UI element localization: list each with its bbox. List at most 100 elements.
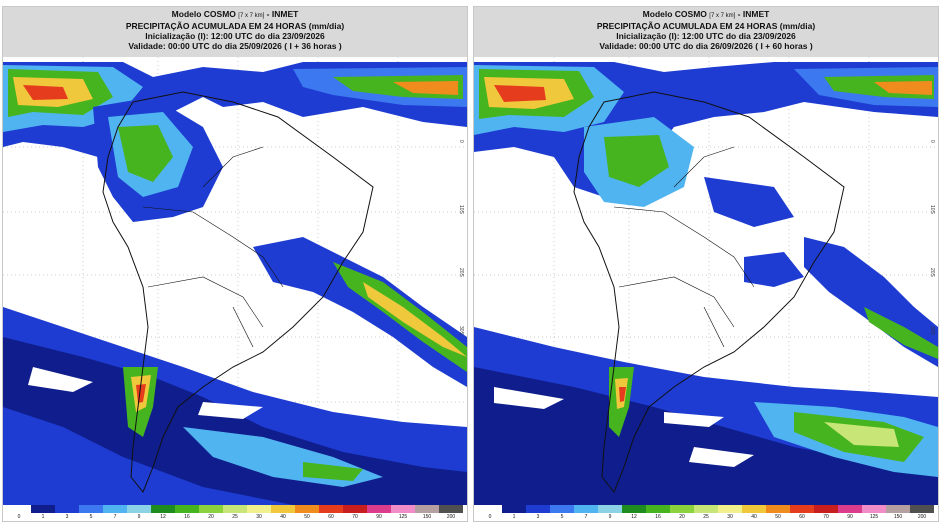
colorbar-swatch <box>31 505 55 513</box>
colorbar-swatch <box>502 505 526 513</box>
colorbar-label: 20 <box>679 514 685 520</box>
colorbar-label: 9 <box>608 514 612 520</box>
colorbar-swatch <box>7 505 31 513</box>
lat-label: 0 <box>458 140 464 143</box>
colorbar-label: 3 <box>65 514 69 520</box>
colorbar-swatch <box>766 505 790 513</box>
colorbar-label: 0 <box>488 514 492 520</box>
colorbar-swatch <box>814 505 838 513</box>
colorbar-label: 12 <box>631 514 637 520</box>
colorbar-swatch <box>550 505 574 513</box>
colorbar-swatch <box>415 505 439 513</box>
colorbar-swatch <box>838 505 862 513</box>
colorbar-label: 5 <box>89 514 93 520</box>
colorbar-swatch <box>175 505 199 513</box>
colorbar-label: 90 <box>376 514 382 520</box>
colorbar-label: 0 <box>17 514 21 520</box>
model-name: Modelo COSMO <box>171 9 236 19</box>
colorbar-label: 5 <box>560 514 564 520</box>
colorbar-swatch <box>670 505 694 513</box>
colorbar-swatch <box>646 505 670 513</box>
colorbar-label: 70 <box>352 514 358 520</box>
lat-label: 10S <box>458 205 464 214</box>
colorbar-swatch <box>199 505 223 513</box>
colorbar-swatch <box>271 505 295 513</box>
model-resolution: [7 x 7 km] <box>709 13 736 19</box>
colorbar-swatch <box>103 505 127 513</box>
colorbar-label: 7 <box>584 514 588 520</box>
colorbar-swatch <box>343 505 367 513</box>
colorbar-label: 3 <box>536 514 540 520</box>
colorbar-swatch <box>151 505 175 513</box>
colorbar-swatch <box>367 505 391 513</box>
map-panel-right: Modelo COSMO [7 x 7 km] - INMET PRECIPIT… <box>473 6 939 522</box>
colorbar-label: 1 <box>41 514 45 520</box>
colorbar-swatch <box>391 505 415 513</box>
map-title: PRECIPITAÇÃO ACUMULADA EM 24 HORAS (mm/d… <box>125 21 345 31</box>
colorbar-label: 125 <box>869 514 879 520</box>
colorbar-label: 60 <box>328 514 334 520</box>
colorbar-label: 25 <box>232 514 238 520</box>
colorbar-left: 0 1 3 5 7 9 12 16 20 25 30 40 50 60 70 90 125 150 200 <box>3 505 467 521</box>
colorbar-label: 150 <box>893 514 903 520</box>
colorbar-swatch <box>790 505 814 513</box>
valid-time: Validade: 00:00 UTC do dia 25/09/2026 ( … <box>128 41 342 51</box>
panel-header-right: Modelo COSMO [7 x 7 km] - INMET PRECIPIT… <box>474 7 938 57</box>
colorbar-label: 9 <box>137 514 141 520</box>
init-time: Inicialização (I): 12:00 UTC do dia 23/0… <box>616 31 796 41</box>
lat-label: 30S <box>458 326 464 335</box>
colorbar-labels: 0 1 3 5 7 9 12 16 20 25 30 40 50 60 70 90 125 150 200 <box>478 513 934 521</box>
lat-label: 10S <box>929 205 935 214</box>
colorbar-swatch <box>319 505 343 513</box>
model-resolution: [7 x 7 km] <box>238 13 265 19</box>
model-org: - INMET <box>266 9 299 19</box>
colorbar-swatch <box>526 505 550 513</box>
colorbar-labels: 0 1 3 5 7 9 12 16 20 25 30 40 50 60 70 90 125 150 200 <box>7 513 463 521</box>
colorbar-swatch <box>439 505 463 513</box>
colorbar-swatch <box>127 505 151 513</box>
colorbar-swatch <box>55 505 79 513</box>
lat-label: 20S <box>458 268 464 277</box>
colorbar-swatch <box>742 505 766 513</box>
colorbar-label: 200 <box>446 514 456 520</box>
colorbar-label: 200 <box>917 514 927 520</box>
model-org: - INMET <box>737 9 770 19</box>
colorbar-label: 1 <box>512 514 516 520</box>
colorbar-label: 30 <box>256 514 262 520</box>
colorbar-swatch <box>247 505 271 513</box>
colorbar-label: 20 <box>208 514 214 520</box>
colorbar-right: 0 1 3 5 7 9 12 16 20 25 30 40 50 60 70 90 125 150 200 <box>474 505 938 521</box>
colorbar-label: 40 <box>280 514 286 520</box>
model-name: Modelo COSMO <box>642 9 707 19</box>
colorbar-swatch <box>886 505 910 513</box>
colorbar-swatches <box>478 505 934 513</box>
colorbar-label: 25 <box>703 514 709 520</box>
lat-label: 20S <box>929 268 935 277</box>
colorbar-swatch <box>478 505 502 513</box>
colorbar-swatch <box>910 505 934 513</box>
colorbar-swatch <box>574 505 598 513</box>
colorbar-swatch <box>862 505 886 513</box>
colorbar-label: 40 <box>751 514 757 520</box>
colorbar-label: 12 <box>160 514 166 520</box>
colorbar-swatch <box>718 505 742 513</box>
colorbar-swatch <box>79 505 103 513</box>
colorbar-swatch <box>295 505 319 513</box>
colorbar-swatch <box>622 505 646 513</box>
precipitation-map-right <box>474 7 938 521</box>
panel-header-left: Modelo COSMO [7 x 7 km] - INMET PRECIPIT… <box>3 7 467 57</box>
map-title: PRECIPITAÇÃO ACUMULADA EM 24 HORAS (mm/d… <box>596 21 816 31</box>
lat-label: 0 <box>929 140 935 143</box>
colorbar-label: 16 <box>184 514 190 520</box>
colorbar-swatch <box>598 505 622 513</box>
colorbar-label: 50 <box>775 514 781 520</box>
colorbar-label: 16 <box>655 514 661 520</box>
colorbar-swatches <box>7 505 463 513</box>
colorbar-label: 90 <box>847 514 853 520</box>
colorbar-label: 30 <box>727 514 733 520</box>
colorbar-label: 7 <box>113 514 117 520</box>
valid-time: Validade: 00:00 UTC do dia 26/09/2026 ( … <box>599 41 813 51</box>
precipitation-map-left <box>3 7 467 521</box>
colorbar-label: 125 <box>398 514 408 520</box>
colorbar-label: 150 <box>422 514 432 520</box>
